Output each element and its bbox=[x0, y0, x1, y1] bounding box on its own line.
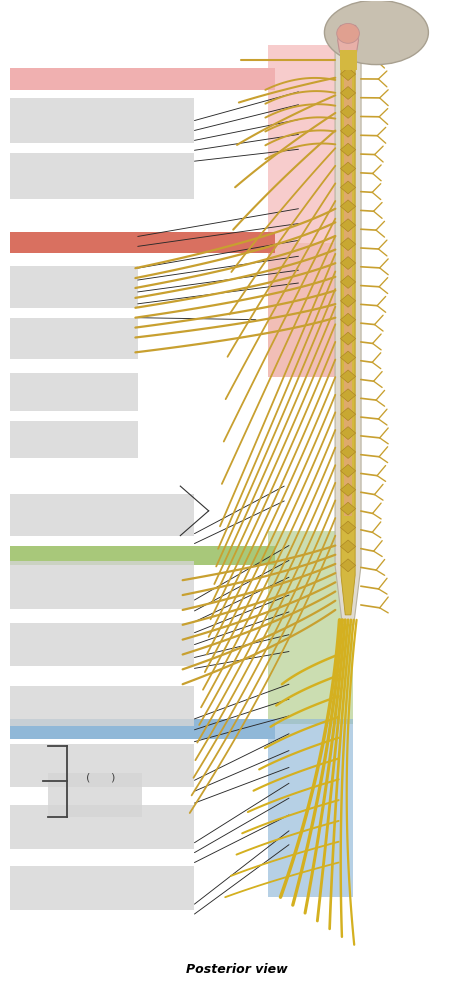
Polygon shape bbox=[340, 483, 356, 496]
Polygon shape bbox=[340, 521, 356, 534]
Polygon shape bbox=[340, 86, 356, 99]
Bar bbox=[10, 153, 194, 198]
Bar bbox=[10, 68, 275, 90]
Bar bbox=[10, 866, 194, 910]
Bar bbox=[10, 744, 194, 788]
Bar bbox=[10, 231, 275, 253]
Polygon shape bbox=[340, 124, 356, 137]
Text: Posterior view: Posterior view bbox=[186, 963, 288, 976]
Polygon shape bbox=[337, 26, 358, 53]
Polygon shape bbox=[340, 332, 356, 345]
Polygon shape bbox=[340, 540, 356, 553]
Polygon shape bbox=[340, 558, 356, 571]
Polygon shape bbox=[340, 445, 356, 458]
Polygon shape bbox=[340, 370, 356, 383]
Bar bbox=[10, 98, 194, 143]
Polygon shape bbox=[340, 295, 356, 308]
Bar bbox=[10, 546, 275, 565]
Bar bbox=[48, 774, 143, 817]
Bar bbox=[10, 623, 194, 667]
Bar bbox=[10, 317, 138, 359]
Polygon shape bbox=[344, 46, 352, 516]
Polygon shape bbox=[340, 351, 356, 364]
Bar bbox=[10, 561, 194, 609]
Ellipse shape bbox=[324, 0, 428, 64]
Polygon shape bbox=[340, 162, 356, 175]
Polygon shape bbox=[340, 105, 356, 118]
Polygon shape bbox=[340, 408, 356, 421]
Polygon shape bbox=[340, 464, 356, 477]
Polygon shape bbox=[340, 276, 356, 289]
Bar bbox=[10, 373, 138, 411]
Polygon shape bbox=[335, 41, 361, 625]
Polygon shape bbox=[340, 257, 356, 270]
Bar bbox=[268, 531, 353, 724]
Polygon shape bbox=[340, 389, 356, 402]
Polygon shape bbox=[340, 502, 356, 515]
Polygon shape bbox=[340, 67, 356, 80]
Bar bbox=[268, 719, 353, 897]
Bar bbox=[268, 46, 350, 243]
Polygon shape bbox=[340, 143, 356, 156]
Bar bbox=[10, 494, 194, 536]
Bar bbox=[268, 243, 350, 377]
Ellipse shape bbox=[337, 24, 359, 44]
Polygon shape bbox=[340, 200, 356, 212]
Bar bbox=[10, 806, 194, 849]
Polygon shape bbox=[340, 427, 356, 439]
Polygon shape bbox=[340, 49, 356, 62]
Polygon shape bbox=[340, 238, 356, 251]
Polygon shape bbox=[340, 313, 356, 326]
Bar bbox=[339, 51, 356, 70]
Bar bbox=[10, 421, 138, 458]
Polygon shape bbox=[341, 46, 355, 615]
Polygon shape bbox=[340, 219, 356, 232]
Bar bbox=[10, 719, 275, 739]
Text: (: ( bbox=[86, 773, 91, 783]
Polygon shape bbox=[340, 181, 356, 193]
Text: ): ) bbox=[109, 773, 114, 783]
Bar bbox=[10, 266, 138, 308]
Bar bbox=[10, 686, 194, 726]
